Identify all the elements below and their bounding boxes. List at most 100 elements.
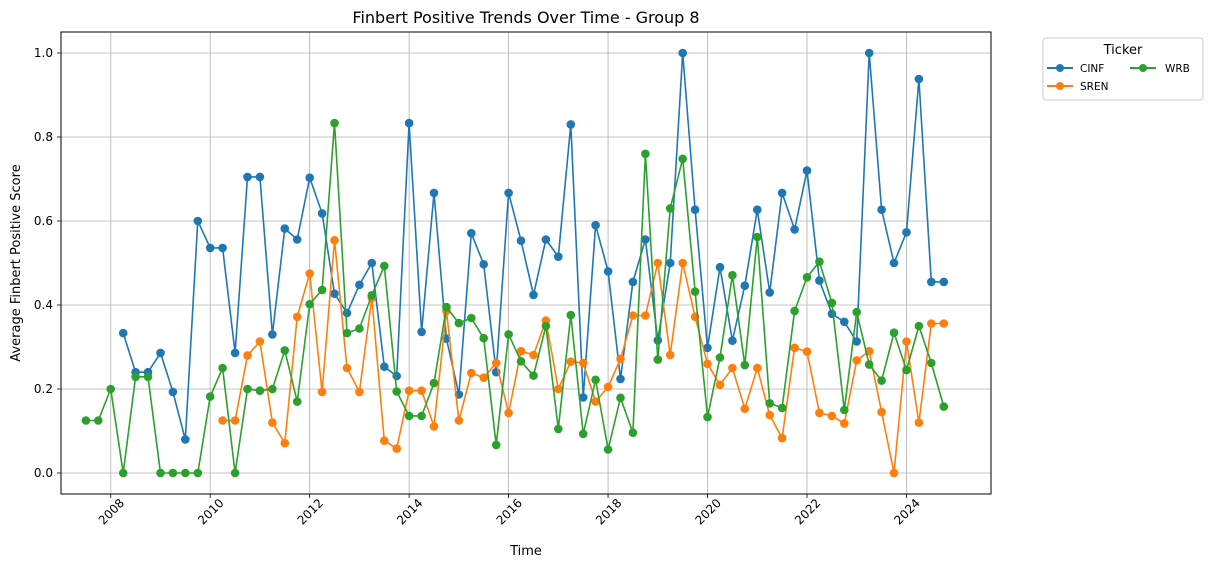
data-point-cinf — [268, 330, 277, 339]
data-point-wrb — [554, 424, 563, 434]
data-point-cinf — [156, 348, 165, 358]
data-point-sren — [342, 363, 352, 373]
legend-marker-sren — [1056, 82, 1064, 90]
data-point-cinf — [417, 327, 426, 337]
data-point-cinf — [802, 166, 812, 175]
data-point-sren — [429, 422, 439, 431]
data-point-wrb — [118, 468, 128, 478]
data-point-wrb — [106, 384, 115, 394]
data-point-wrb — [404, 411, 414, 421]
data-point-sren — [255, 337, 265, 346]
data-point-sren — [516, 346, 526, 356]
data-point-cinf — [479, 260, 489, 269]
data-point-wrb — [777, 403, 787, 413]
data-point-wrb — [864, 360, 874, 369]
data-point-wrb — [417, 411, 426, 421]
data-point-cinf — [218, 243, 227, 253]
data-point-wrb — [504, 330, 513, 339]
data-point-cinf — [305, 173, 315, 182]
data-point-wrb — [205, 392, 215, 401]
data-point-wrb — [765, 399, 774, 408]
series-sren — [218, 236, 949, 478]
data-point-wrb — [181, 468, 190, 478]
data-point-sren — [330, 236, 339, 245]
data-point-cinf — [914, 74, 924, 84]
data-point-sren — [665, 350, 675, 360]
data-point-sren — [230, 416, 240, 425]
data-point-wrb — [529, 371, 538, 380]
x-axis-label: Time — [509, 544, 542, 559]
data-point-sren — [765, 410, 774, 420]
data-point-wrb — [802, 273, 812, 282]
data-point-cinf — [292, 235, 302, 244]
data-point-wrb — [628, 428, 638, 438]
data-point-sren — [616, 354, 625, 364]
data-point-cinf — [641, 235, 650, 244]
data-point-cinf — [578, 393, 588, 402]
data-point-cinf — [367, 258, 377, 268]
data-point-cinf — [317, 209, 327, 218]
data-point-sren — [479, 373, 489, 383]
data-point-wrb — [653, 355, 663, 364]
series-wrb — [81, 118, 949, 478]
legend-box — [1042, 37, 1204, 101]
data-point-cinf — [591, 220, 600, 230]
data-point-wrb — [541, 321, 551, 331]
data-point-wrb — [852, 307, 861, 317]
data-point-wrb — [380, 261, 389, 271]
data-point-sren — [578, 358, 588, 368]
data-point-wrb — [81, 416, 91, 425]
legend: Ticker CINF SREN WRB — [1042, 37, 1204, 101]
data-point-cinf — [330, 289, 339, 299]
data-point-cinf — [927, 277, 936, 287]
data-point-cinf — [230, 348, 240, 358]
grid — [61, 32, 991, 494]
data-point-wrb — [429, 378, 439, 388]
data-point-wrb — [877, 376, 886, 385]
data-point-sren — [815, 408, 824, 418]
data-point-wrb — [889, 328, 899, 338]
data-point-cinf — [777, 188, 787, 198]
data-point-cinf — [902, 228, 911, 237]
legend-marker-wrb — [1139, 64, 1147, 72]
data-point-sren — [529, 350, 538, 360]
data-point-sren — [715, 380, 725, 390]
data-point-cinf — [404, 118, 414, 128]
data-point-sren — [292, 312, 302, 322]
legend-label-cinf: CINF — [1080, 63, 1104, 75]
data-point-wrb — [342, 328, 352, 338]
data-point-wrb — [355, 324, 364, 333]
data-point-sren — [927, 319, 936, 328]
data-point-cinf — [790, 225, 799, 234]
data-point-sren — [317, 387, 327, 397]
data-point-cinf — [603, 267, 613, 276]
data-point-wrb — [280, 346, 290, 355]
legend-label-wrb: WRB — [1165, 63, 1190, 75]
data-point-sren — [280, 438, 290, 448]
data-point-sren — [827, 411, 837, 421]
data-point-wrb — [578, 429, 588, 439]
legend-item-sren: SREN — [1047, 81, 1108, 93]
plot-frame — [60, 31, 992, 495]
legend-item-cinf: CINF — [1047, 63, 1104, 75]
chart-title: Finbert Positive Trends Over Time - Grou… — [352, 8, 699, 27]
data-point-wrb — [454, 318, 464, 328]
data-point-cinf — [566, 120, 576, 129]
data-point-wrb — [616, 393, 625, 403]
data-point-wrb — [292, 397, 302, 406]
data-point-wrb — [94, 416, 103, 425]
y-axis-label: Average Finbert Positive Score — [9, 164, 24, 361]
data-point-cinf — [392, 371, 402, 381]
data-point-sren — [753, 363, 762, 373]
data-point-cinf — [616, 374, 625, 384]
data-point-sren — [790, 343, 799, 353]
data-point-wrb — [491, 440, 501, 450]
data-point-wrb — [131, 372, 140, 382]
data-point-cinf — [118, 328, 128, 338]
legend-item-wrb: WRB — [1130, 63, 1190, 75]
data-point-cinf — [852, 337, 861, 346]
legend-title: Ticker — [1103, 43, 1143, 58]
data-point-wrb — [230, 468, 240, 478]
